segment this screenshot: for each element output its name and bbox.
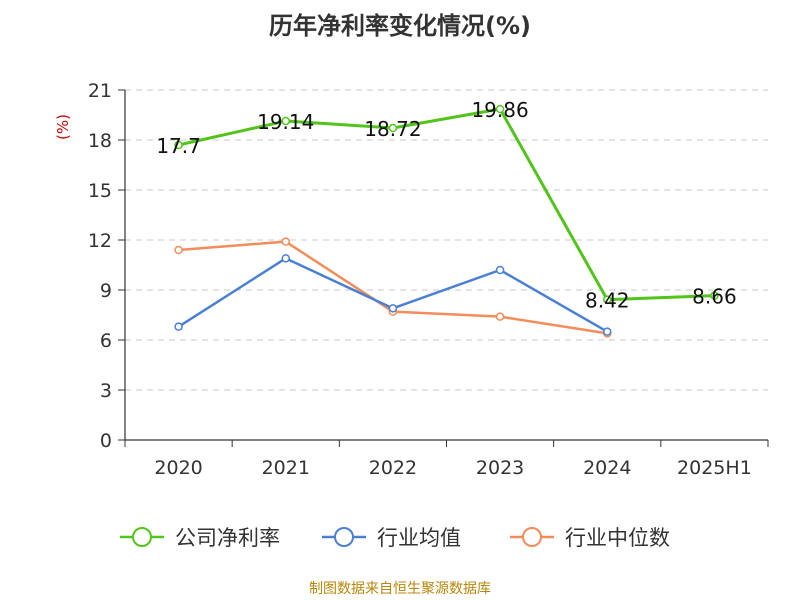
data-label: 19.86 [471, 98, 528, 122]
data-label: 19.14 [257, 110, 314, 134]
data-point [603, 327, 612, 336]
legend-label: 行业均值 [377, 526, 461, 550]
legend-item: 行业均值 [322, 526, 461, 550]
source-note: 制图数据来自恒生聚源数据库 [309, 581, 491, 597]
data-labels: 17.7 19.14 18.72 19.86 8.42 8.66 [156, 98, 736, 313]
data-label: 18.72 [364, 117, 421, 141]
x-tick-label: 2023 [476, 457, 524, 479]
legend-item: 行业中位数 [510, 526, 670, 550]
data-point [174, 245, 183, 255]
y-tick-label: 12 [88, 230, 112, 252]
legend-label: 公司净利率 [175, 526, 280, 550]
x-tick-label: 2025H1 [677, 457, 752, 479]
data-label: 8.66 [692, 285, 737, 309]
legend-swatch-marker [132, 527, 152, 547]
x-tick-label: 2024 [583, 457, 631, 479]
y-tick-label: 21 [88, 80, 112, 102]
data-label: 17.7 [156, 134, 201, 158]
y-tick-label: 18 [88, 130, 112, 152]
data-point [495, 104, 505, 114]
data-point [281, 116, 290, 126]
axes: 0 3 6 9 12 15 18 21 2020 2021 2022 2023 2024 2025H1 [88, 80, 769, 479]
y-tick-label: 3 [100, 380, 112, 402]
series-line [178, 107, 715, 302]
data-point [495, 312, 505, 321]
legend-label: 行业中位数 [565, 526, 670, 550]
y-axis-unit: (%) [54, 114, 72, 140]
legend-swatch-marker [334, 527, 354, 547]
y-tick-label: 15 [88, 180, 112, 202]
data-point [388, 123, 398, 133]
legend: 公司净利率 行业均值 行业中位数 [120, 526, 670, 550]
data-point [495, 265, 505, 275]
data-point [710, 291, 719, 300]
data-point [388, 304, 398, 313]
data-label: 8.42 [585, 289, 630, 313]
x-tick-label: 2022 [369, 457, 417, 479]
legend-swatch-marker [522, 527, 542, 547]
series-line [177, 257, 608, 333]
data-point [281, 237, 290, 246]
chart-title: 历年净利率变化情况(%) [269, 12, 531, 40]
data-point [281, 254, 290, 263]
data-point [603, 295, 612, 304]
x-tick-label: 2020 [154, 457, 202, 479]
series-line [178, 240, 608, 335]
data-point [174, 322, 183, 331]
y-tick-label: 6 [100, 330, 112, 352]
data-point [174, 140, 183, 150]
series-lines [174, 104, 719, 338]
x-tick-label: 2021 [262, 457, 310, 479]
legend-item: 公司净利率 [120, 526, 280, 550]
y-tick-label: 9 [100, 280, 112, 302]
y-tick-label: 0 [100, 430, 112, 452]
